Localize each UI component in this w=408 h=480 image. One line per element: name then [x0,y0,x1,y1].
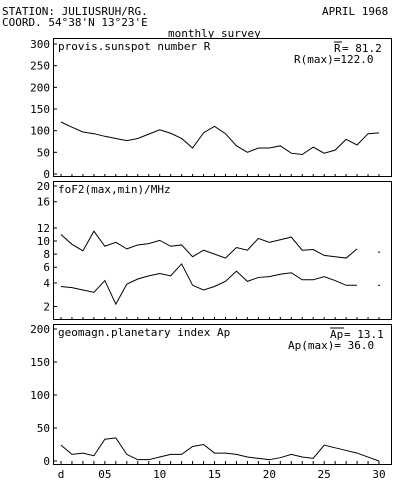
y-tick-label: 0 [43,455,50,468]
panel-title-ap: geomagn.planetary index Ap [58,326,230,339]
y-tick-label: 50 [37,146,50,159]
x-tick-label: 05 [98,468,111,480]
y-tick-label: 6 [43,261,50,274]
ap-mean-label: Ap [330,328,343,341]
y-tick-label: 150 [30,356,50,369]
x-tick-label: 25 [318,468,331,480]
x-tick-label: 20 [263,468,276,480]
y-tick-label: 20 [37,180,50,193]
series-line-1-1 [60,263,358,306]
x-tick-label: d [58,468,65,480]
sunspot-max: R(max)=122.0 [294,53,373,66]
x-tick-label: 15 [208,468,221,480]
y-tick-label: 100 [30,125,50,138]
x-tick-label: 10 [153,468,166,480]
sunspot-mean-label: R [334,42,341,55]
y-tick-label: 100 [30,389,50,402]
series-line-2-0 [60,437,380,462]
panel-frame-sunspot [53,38,392,177]
y-tick-label: 8 [43,248,50,261]
survey-label: monthly survey [168,27,261,40]
y-tick-label: 150 [30,103,50,116]
series-line-0-0 [60,121,380,156]
ap-mean-value: = 13.1 [344,328,384,341]
sunspot-mean-value: = 81.2 [342,42,382,55]
y-tick-label: 10 [37,235,50,248]
panel-title-fof2: foF2(max,min)/MHz [58,183,171,196]
panel-title-sunspot: provis.sunspot number R [58,40,211,53]
y-tick-label: 250 [30,60,50,73]
y-tick-label: 16 [37,196,50,209]
y-tick-label: 50 [37,422,50,435]
y-tick-label: 12 [37,222,50,235]
ap-max: Ap(max)= 36.0 [288,339,374,352]
panel-frame-fof2 [53,181,392,320]
y-tick-label: 200 [30,81,50,94]
y-tick-label: 300 [30,38,50,51]
coord-label: COORD. 54°38'N 13°23'E [2,16,148,29]
y-tick-label: 2 [43,301,50,314]
date-label: APRIL 1968 [322,5,389,18]
x-tick-label: 30 [372,468,385,480]
station-label: STATION: JULIUSRUH/RG. [2,5,148,18]
y-tick-label: 200 [30,323,50,336]
series-line-1-0 [60,230,358,259]
y-tick-label: 0 [43,168,50,181]
y-tick-label: 4 [43,277,50,290]
